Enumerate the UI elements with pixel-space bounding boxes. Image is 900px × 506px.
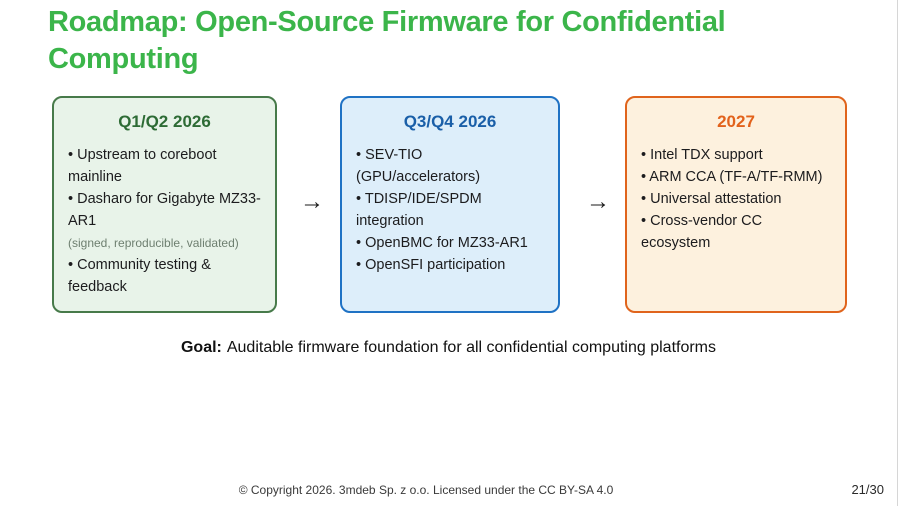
bullet-item: • Cross-vendor CC ecosystem	[641, 213, 763, 251]
box-title: Q1/Q2 2026	[118, 112, 211, 131]
box-item-list: • Upstream to coreboot mainline • Dasharo…	[68, 144, 261, 298]
box-title: 2027	[717, 112, 755, 131]
goal-text: Auditable firmware foundation for all co…	[226, 339, 717, 356]
arrow-right-icon: →	[300, 188, 324, 215]
roadmap-box-2027: 2027 • Intel TDX support • ARM CCA (TF-A/…	[625, 96, 847, 313]
bullet-item: • Upstream to coreboot mainline	[68, 147, 217, 185]
bullet-item: • OpenBMC for MZ33-AR1	[356, 235, 528, 251]
footer-copyright: © Copyright 2026. 3mdeb Sp. z o.o. Licen…	[238, 483, 614, 497]
goal-label: Goal:	[180, 339, 222, 356]
roadmap-box-q3q4-2026: Q3/Q4 2026 • SEV-TIO (GPU/accelerators) •…	[340, 96, 560, 313]
bullet-item: • ARM CCA (TF-A/TF-RMM)	[641, 169, 823, 185]
box-item-list: • Intel TDX support • ARM CCA (TF-A/TF-RM…	[641, 144, 831, 254]
arrow-right-icon: →	[586, 188, 610, 215]
bullet-item: • Dasharo for Gigabyte MZ33-AR1	[68, 191, 261, 229]
bullet-item: • OpenSFI participation	[356, 257, 506, 273]
slide-title: Roadmap: Open-Source Firmware for Confid…	[48, 6, 726, 75]
goal-statement: Goal: Auditable firmware foundation for a…	[0, 339, 897, 357]
note-item: (signed, reproducible, validated)	[68, 236, 239, 250]
bullet-item: • TDISP/IDE/SPDM integration	[356, 191, 482, 229]
bullet-item: • SEV-TIO (GPU/accelerators)	[356, 147, 481, 185]
box-title: Q3/Q4 2026	[403, 112, 497, 131]
page-number: 21/30	[851, 482, 884, 497]
roadmap-box-q1q2-2026: Q1/Q2 2026 • Upstream to coreboot mainli…	[52, 96, 277, 313]
bullet-item: • Intel TDX support	[641, 147, 763, 163]
box-item-list: • SEV-TIO (GPU/accelerators) • TDISP/IDE/…	[356, 144, 544, 276]
slide-edge-divider	[897, 0, 898, 506]
bullet-item: • Universal attestation	[641, 191, 782, 207]
bullet-item: • Community testing & feedback	[68, 257, 211, 295]
